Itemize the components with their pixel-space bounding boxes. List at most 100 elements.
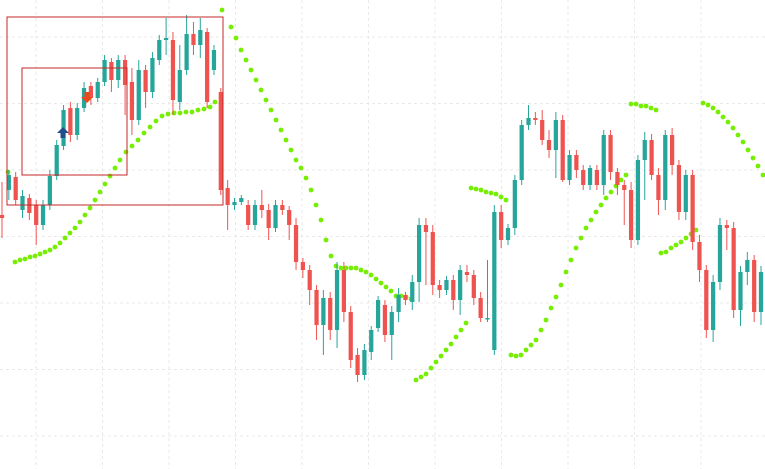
candle-body (102, 60, 107, 82)
candle-bullish (553, 112, 558, 178)
candle-bullish (738, 266, 743, 326)
candle-bearish (328, 292, 333, 340)
zone-box (6, 16, 224, 206)
candle-body (711, 282, 716, 330)
candle-bearish (122, 55, 128, 115)
sar-point (638, 103, 644, 109)
sar-point (488, 190, 494, 196)
sar-point (283, 137, 289, 143)
candle-bullish (95, 78, 100, 102)
candle-bearish (109, 58, 114, 92)
candle-bullish (75, 103, 80, 140)
sar-point (588, 217, 594, 223)
sar-point (623, 172, 629, 178)
candle-bullish (232, 198, 237, 210)
candle-bullish (526, 105, 531, 130)
candle-bullish (601, 130, 606, 195)
candle-bearish (300, 258, 305, 278)
candle-bullish (635, 155, 641, 245)
sar-point (705, 102, 711, 108)
sar-point (368, 272, 374, 278)
candle-bullish (177, 45, 182, 110)
candle-bearish (293, 218, 299, 270)
candle-body (471, 275, 476, 298)
candle-body (396, 295, 401, 312)
candle-bullish (492, 205, 497, 355)
candle-body (458, 270, 463, 300)
sar-point (77, 219, 83, 225)
candle-bullish (369, 326, 374, 360)
candle-bearish (464, 265, 470, 282)
candle-bearish (287, 206, 292, 240)
candle-body (656, 175, 661, 200)
sar-point (72, 225, 78, 231)
candle-body (683, 175, 688, 212)
candle-body (731, 228, 736, 310)
sar-point (740, 139, 746, 145)
candle-bullish (642, 132, 647, 200)
sar-point (248, 67, 254, 73)
sar-point (663, 249, 669, 255)
sar-point (558, 282, 564, 288)
sar-point (323, 237, 329, 243)
sar-point (5, 169, 11, 175)
candle-bearish (499, 205, 504, 248)
candle-body (669, 135, 675, 165)
candle-body (416, 225, 422, 282)
candle-body (205, 32, 210, 102)
candle-body (512, 180, 517, 228)
candle-body (601, 135, 606, 185)
candle-body (533, 118, 538, 120)
sar-point (453, 334, 459, 340)
candle-body (690, 175, 695, 242)
candle-bullish (211, 45, 217, 75)
candle-bearish (205, 28, 210, 108)
candle-bearish (574, 150, 579, 178)
candle-bearish (676, 160, 682, 220)
candle-body (362, 350, 367, 375)
candle-body (328, 298, 333, 330)
candle-bullish (239, 195, 244, 205)
candle-bearish (471, 270, 476, 305)
candle-bullish (683, 170, 688, 220)
candle-body (451, 280, 456, 300)
candle-bearish (259, 190, 264, 218)
sar-point (22, 256, 28, 262)
sar-point (303, 175, 309, 181)
candle-body (218, 92, 223, 190)
candle-body (485, 318, 490, 320)
sar-point (543, 317, 549, 323)
sar-point (678, 239, 684, 245)
sar-point (598, 202, 604, 208)
candle-body (375, 300, 381, 328)
candle-body (649, 140, 654, 175)
sar-point (348, 265, 354, 271)
sar-point (112, 165, 118, 171)
sar-point (42, 249, 48, 255)
candle-bullish (102, 55, 107, 86)
sar-point (668, 245, 674, 251)
candle-bearish (622, 180, 627, 225)
sar-point (228, 24, 234, 30)
sar-point (353, 265, 359, 271)
sar-point (568, 257, 574, 263)
candle-body (211, 50, 217, 70)
sar-point (328, 253, 334, 259)
candle-body (122, 60, 128, 85)
candle-bearish (68, 102, 73, 142)
sar-point (603, 195, 609, 201)
sar-point (658, 250, 664, 256)
sar-point (473, 186, 479, 192)
sar-point (643, 103, 649, 109)
candle-bullish (396, 288, 401, 322)
candle-body (246, 205, 251, 225)
sar-point (433, 359, 439, 365)
candle-body (280, 205, 285, 210)
candle-body (444, 280, 449, 290)
candle-body (20, 196, 25, 210)
sar-point (278, 127, 284, 133)
candle-bearish (560, 115, 565, 182)
candle-bullish (375, 296, 381, 332)
candle-body (594, 170, 600, 185)
